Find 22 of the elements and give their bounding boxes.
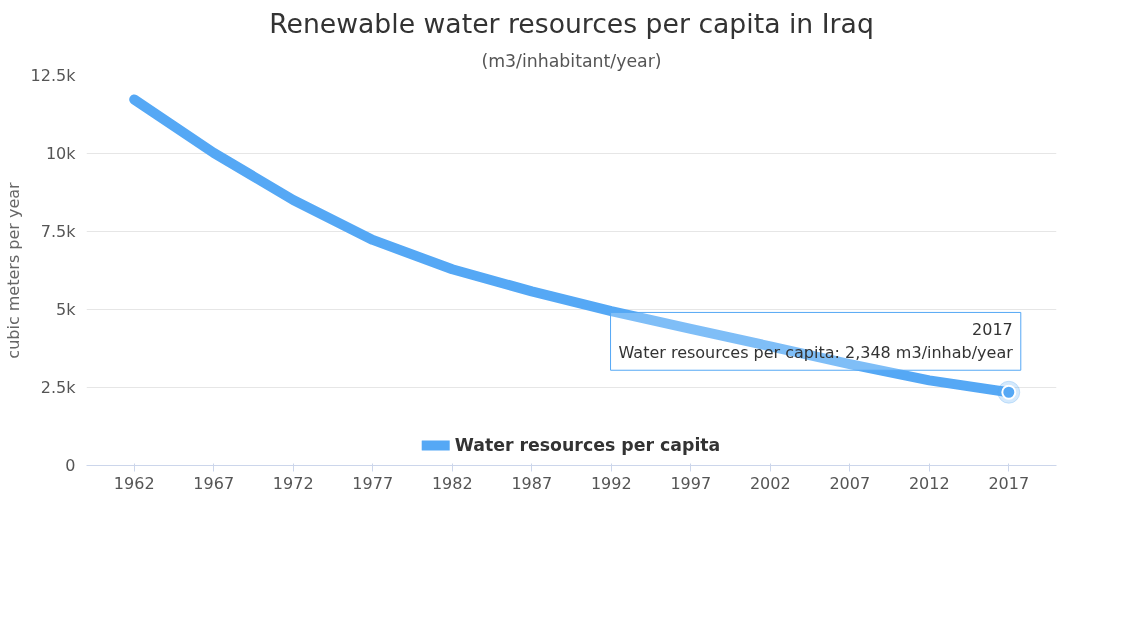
x-tick-label: 1967	[193, 473, 235, 493]
x-tick-label: 1987	[511, 473, 553, 493]
x-tick-label: 1992	[590, 473, 632, 493]
x-tick-label: 1972	[272, 473, 314, 493]
x-tick-label: 2012	[908, 473, 950, 493]
chart-subtitle: (m3/inhabitant/year)	[481, 50, 662, 71]
y-tick-label: 10k	[45, 144, 77, 163]
x-tick-label: 1977	[352, 473, 394, 493]
x-tick-label: 2007	[829, 473, 871, 493]
legend-label: Water resources per capita	[454, 435, 721, 455]
y-tick-label: 5k	[56, 300, 77, 319]
x-tick-label: 1962	[113, 473, 155, 493]
x-tick-label: 2017	[988, 473, 1030, 493]
y-axis-title: cubic meters per year	[3, 181, 23, 359]
y-tick-label: 0	[65, 456, 76, 475]
y-tick-label: 2.5k	[40, 378, 77, 397]
x-tick-label: 2002	[749, 473, 791, 493]
chart-title: Renewable water resources per capita in Iraq	[269, 7, 874, 39]
x-tick-label: 1982	[431, 473, 473, 493]
y-tick-label: 7.5k	[40, 222, 77, 241]
y-tick-label: 12.5k	[30, 66, 77, 85]
x-tick-label: 1997	[670, 473, 712, 493]
